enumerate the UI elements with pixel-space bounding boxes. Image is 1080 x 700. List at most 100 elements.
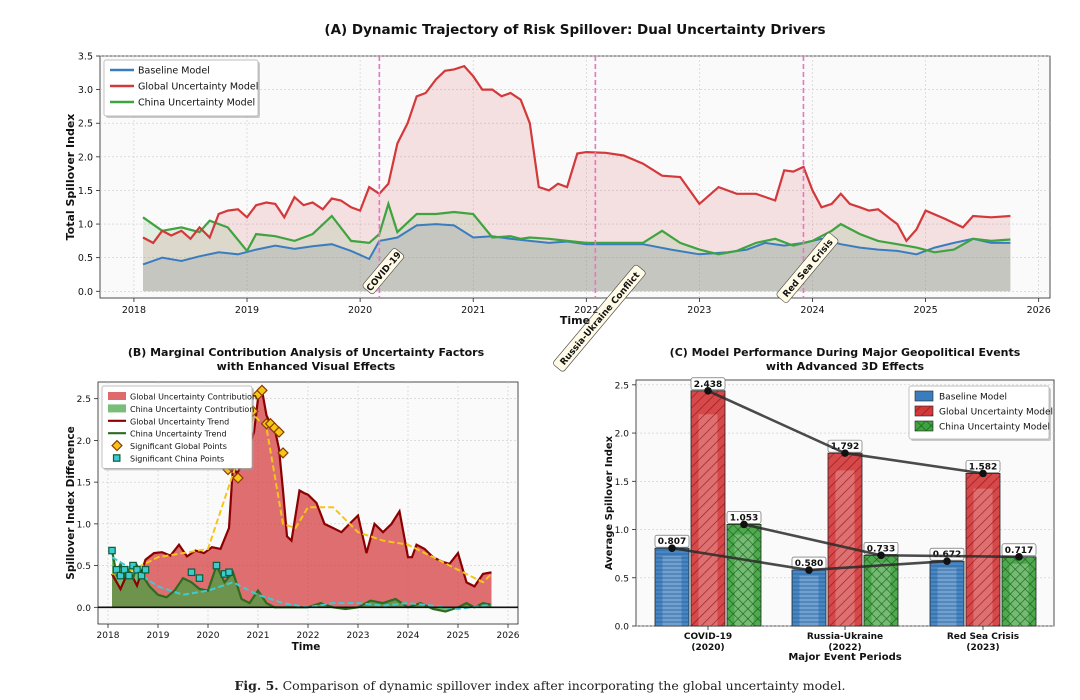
bar-hatch	[828, 453, 862, 626]
trend-connector-point	[979, 469, 987, 478]
trend-connector-point	[841, 449, 849, 457]
significant-china-point	[120, 565, 129, 574]
y-tick-label: 0.5	[78, 253, 93, 264]
legend-entry: Global Uncertainty Contribution	[130, 393, 257, 402]
category-label: Red Sea Crisis	[947, 632, 1019, 642]
x-tick-label: 2025	[914, 305, 938, 316]
legend-entry: China Uncertainty Contribution	[130, 405, 254, 414]
category-sublabel: (2020)	[691, 643, 724, 653]
trend-line-global	[111, 413, 493, 584]
trend-connector-point	[1015, 553, 1023, 561]
x-tick-label: 2024	[397, 631, 420, 641]
bar-crosshatch	[727, 524, 761, 626]
legend-entry: China Uncertainty Model	[939, 423, 1050, 433]
data-label: 0.580	[795, 559, 823, 569]
legend-box	[103, 59, 259, 117]
caption-label: Fig. 5.	[234, 678, 279, 693]
x-tick-label: 2021	[461, 305, 485, 316]
y-tick-label: 1.5	[78, 186, 93, 197]
bar-china-2: 0.717	[1001, 543, 1037, 627]
significant-china-point	[129, 561, 137, 570]
series-area-global-uncertainty-model	[143, 66, 1011, 292]
legend-entry: Baseline Model	[138, 66, 210, 77]
significant-global-point	[232, 472, 244, 484]
figure-caption: Fig. 5. Comparison of dynamic spillover …	[0, 678, 1080, 693]
x-tick-label: 2024	[800, 305, 824, 316]
data-label: 1.792	[831, 442, 859, 452]
chart-c-x-axis-label: Major Event Periods	[788, 652, 901, 663]
legend-entry: China Uncertainty Model	[138, 98, 255, 109]
category-label: COVID-19	[684, 632, 732, 642]
legend-entry: China Uncertainty Trend	[130, 430, 227, 439]
chart-c-title: (C) Model Performance During Major Geopo…	[670, 346, 1021, 359]
series-line-global-uncertainty-model	[142, 64, 1011, 245]
x-tick-label: 2020	[348, 305, 372, 316]
legend-entry: Baseline Model	[939, 393, 1007, 403]
chart-b-x-axis-label: Time	[292, 641, 321, 653]
bar-hatch	[655, 548, 689, 626]
x-tick-label: 2019	[235, 305, 259, 316]
x-tick-label: 2022	[297, 631, 320, 641]
y-tick-label: 0.0	[77, 604, 92, 614]
chart-b-subtitle: with Enhanced Visual Effects	[217, 360, 396, 373]
trend-connector-point	[740, 520, 748, 529]
caption-text: Comparison of dynamic spillover index af…	[282, 678, 846, 693]
legend-entry: Significant China Points	[130, 455, 224, 464]
x-tick-label: 2020	[197, 631, 220, 641]
chart-a-x-axis-label: Time	[560, 314, 590, 327]
y-tick-label: 1.0	[78, 220, 93, 231]
significant-china-point	[225, 568, 233, 577]
significant-global-point	[256, 384, 268, 397]
legend-swatch-crosshatch	[915, 421, 933, 431]
category-sublabel: (2022)	[828, 643, 861, 653]
legend-entry: Global Uncertainty Model	[138, 82, 258, 93]
legend-swatch	[108, 392, 126, 400]
trend-connector-point	[943, 557, 951, 565]
chart-b-title: (B) Marginal Contribution Analysis of Un…	[128, 346, 485, 359]
x-tick-label: 2026	[1027, 305, 1051, 316]
data-label: 1.582	[969, 462, 997, 472]
x-tick-label: 2021	[247, 631, 270, 641]
bar-hatch	[792, 570, 826, 626]
significant-china-point	[187, 568, 196, 577]
category-sublabel: (2023)	[966, 643, 999, 653]
chart-a-title: (A) Dynamic Trajectory of Risk Spillover…	[324, 22, 825, 38]
y-tick-label: 2.5	[78, 119, 93, 130]
y-tick-label: 0.5	[615, 574, 629, 584]
data-label: 1.053	[730, 513, 758, 523]
significant-china-point	[133, 565, 141, 574]
significant-china-point	[108, 546, 116, 555]
series-line-china-uncertainty-model	[142, 200, 1011, 256]
significant-china-point	[137, 571, 146, 580]
event-label-box	[553, 264, 646, 372]
trend-connector-point	[668, 544, 676, 552]
data-label: 0.717	[1005, 546, 1033, 556]
bar-hatch	[691, 390, 725, 626]
significant-china-point	[195, 574, 204, 582]
legend-entry: Global Uncertainty Model	[939, 408, 1053, 418]
y-tick-label: 3.5	[78, 52, 93, 63]
chart-c-subtitle: with Advanced 3D Effects	[766, 360, 925, 373]
category-label: Russia-Ukraine	[807, 632, 883, 642]
bar-global-2: 1.582	[965, 460, 1001, 627]
x-tick-label: 2025	[447, 631, 470, 641]
legend-box	[101, 385, 253, 469]
bar-crosshatch	[1002, 556, 1036, 626]
legend-entry: Global Uncertainty Trend	[130, 417, 229, 426]
bar-global-1: 1.792	[827, 439, 863, 627]
data-label: 2.438	[694, 380, 722, 390]
x-tick-label: 2018	[97, 631, 120, 641]
significant-china-point	[125, 571, 133, 580]
legend-swatch	[112, 454, 121, 462]
y-tick-label: 0.5	[77, 562, 91, 572]
y-tick-label: 2.5	[615, 381, 629, 391]
significant-china-point	[116, 571, 125, 580]
trend-connector-point	[704, 387, 712, 395]
x-tick-label: 2023	[687, 305, 711, 316]
bar-china-0: 1.053	[726, 511, 762, 627]
legend-swatch	[914, 390, 934, 402]
legend-swatch-hatch	[915, 406, 933, 416]
y-tick-label: 2.0	[615, 430, 630, 440]
data-label: 0.807	[658, 537, 686, 547]
chart-a-y-axis-label: Total Spillover Index	[64, 114, 77, 241]
